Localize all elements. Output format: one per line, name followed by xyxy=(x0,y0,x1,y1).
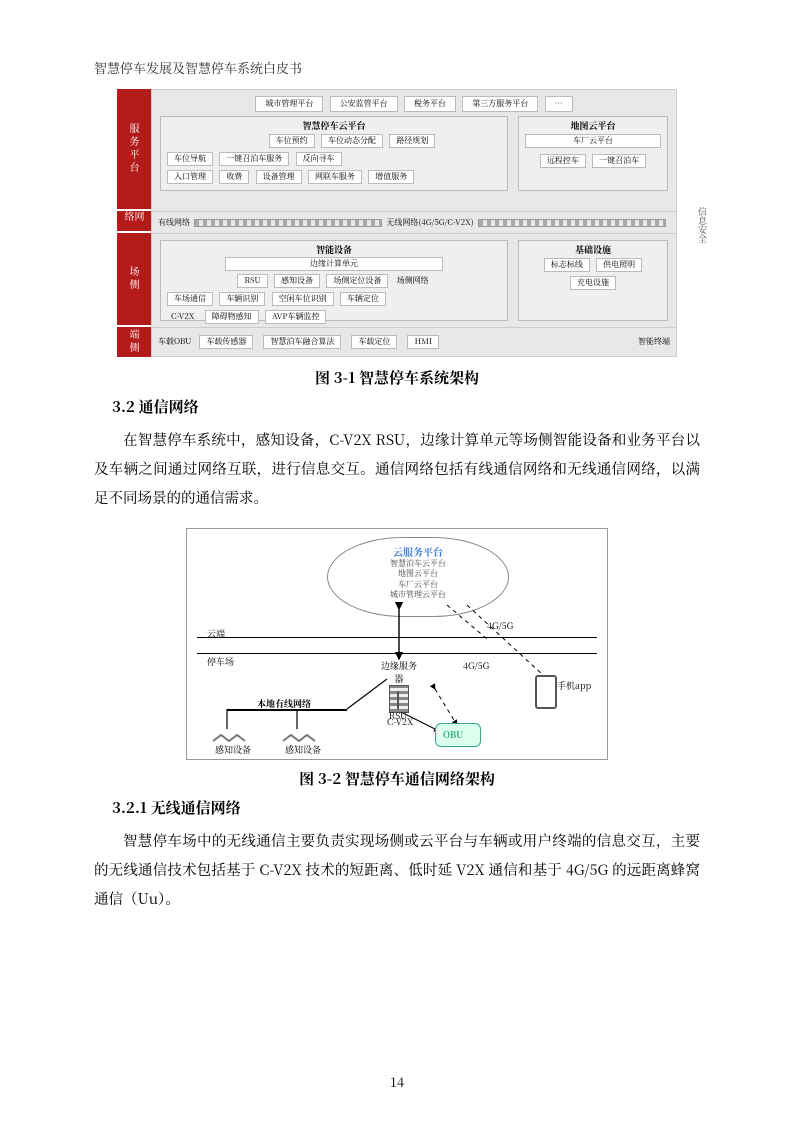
infra-box: 供电照明 xyxy=(596,258,642,272)
sensor-label: 感知设备 xyxy=(215,743,251,756)
figure-3-2: 云服务平台 智慧泊车云平台 地图云平台 车厂云平台 城市管理云平台 云端 停车场… xyxy=(186,528,608,760)
side-label-service: 服务平台 xyxy=(117,89,151,211)
layer-field: 停车场 xyxy=(207,655,234,668)
para-3-2-1: 智慧停车场中的无线通信主要负责实现场侧或云平台与车辆或用户终端的信息交互，主要的… xyxy=(94,826,700,913)
cloud1-title: 智慧停车云平台 xyxy=(165,120,503,132)
wire-label: 本地有线网络 xyxy=(257,697,311,710)
label-4g5g: 4G/5G xyxy=(487,619,513,632)
field-box: AVP车辆监控 xyxy=(265,310,327,324)
svc-box: 路径规划 xyxy=(389,134,435,148)
net-right: 无线网络(4G/5G/C-V2X) xyxy=(386,219,473,227)
label-4g5g: 4G/5G xyxy=(463,659,489,672)
svc-box: 车位动态分配 xyxy=(321,134,383,148)
sensor-label: 感知设备 xyxy=(285,743,321,756)
side-label-network: 网络 xyxy=(117,211,151,233)
field-box: 车辆识别 xyxy=(219,292,265,306)
field-box: 空闲车位识别 xyxy=(272,292,334,306)
figure-3-1: 服务平台 城市管理平台 公安监管平台 税务平台 第三方服务平台 … 智慧停车云平… xyxy=(117,89,677,357)
term-box: 车载传感器 xyxy=(199,335,253,349)
infra-box: 标志标线 xyxy=(544,258,590,272)
svc-box: 网联车服务 xyxy=(308,170,362,184)
side-label-field: 场侧 xyxy=(117,233,151,327)
obu-label: OBU xyxy=(443,728,463,741)
svc-box: 收费 xyxy=(219,170,249,184)
field-box: 车辆定位 xyxy=(340,292,386,306)
field-box: RSU xyxy=(237,274,267,288)
cloud-title: 云服务平台 xyxy=(328,544,508,559)
field-box: 场侧定位设备 xyxy=(326,274,388,288)
net-left: 有线网络 xyxy=(158,219,190,227)
smart-title: 智能设备 xyxy=(165,244,503,256)
cv2x-label: C-V2X xyxy=(387,715,413,728)
section-3-2-heading: 3.2 通信网络 xyxy=(112,396,700,417)
svc-box: 反向寻车 xyxy=(296,152,342,166)
figure-3-1-caption: 图 3-1 智慧停车系统架构 xyxy=(94,367,700,388)
field-label: C-V2X xyxy=(171,311,194,322)
edge-label: 边缘服务器 xyxy=(381,659,417,685)
page-number: 14 xyxy=(0,1072,794,1091)
field-box: 车场通信 xyxy=(167,292,213,306)
cloud2-item: 一键召泊车 xyxy=(592,154,646,168)
layer-cloud: 云端 xyxy=(207,627,225,640)
phone-icon xyxy=(535,675,557,709)
smart-sub: 边缘计算单元 xyxy=(225,257,443,271)
svc-box: 一键召泊车服务 xyxy=(219,152,289,166)
top-box: 城市管理平台 xyxy=(255,96,323,112)
infra-box: 充电设施 xyxy=(570,276,616,290)
term-box: 智慧泊车融合算法 xyxy=(263,335,341,349)
phone-label: 手机app xyxy=(557,679,591,692)
terminal-obu: 车载OBU xyxy=(158,337,191,347)
term-box: HMI xyxy=(407,335,439,349)
section-3-2-1-heading: 3.2.1 无线通信网络 xyxy=(112,797,700,818)
side-label-terminal: 端侧 xyxy=(117,327,151,357)
svc-box: 车位导航 xyxy=(167,152,213,166)
cloud-platform: 云服务平台 智慧泊车云平台 地图云平台 车厂云平台 城市管理云平台 xyxy=(327,537,509,617)
svc-box: 车位预约 xyxy=(269,134,315,148)
info-security-label: 信息安全 xyxy=(698,207,707,243)
figure-3-2-caption: 图 3-2 智慧停车通信网络架构 xyxy=(94,768,700,789)
svc-box: 增值服务 xyxy=(368,170,414,184)
top-box: 公安监管平台 xyxy=(330,96,398,112)
para-3-2: 在智慧停车系统中，感知设备，C-V2X RSU，边缘计算单元等场侧智能设备和业务… xyxy=(94,425,700,512)
cloud2-title: 地图云平台 xyxy=(523,120,663,132)
svc-box: 入口管理 xyxy=(167,170,213,184)
field-box: 障碍物感知 xyxy=(205,310,259,324)
cloud2-item: 远程控车 xyxy=(540,154,586,168)
term-right: 智能终端 xyxy=(638,338,670,346)
doc-header: 智慧停车发展及智慧停车系统白皮书 xyxy=(94,58,700,77)
top-box: … xyxy=(545,96,573,112)
field-label: 场侧网络 xyxy=(397,275,429,286)
svc-box: 设备管理 xyxy=(256,170,302,184)
cloud2-sub: 车厂云平台 xyxy=(525,134,661,148)
infra-title: 基础设施 xyxy=(523,244,663,256)
top-box: 税务平台 xyxy=(404,96,456,112)
cloud-line: 城市管理云平台 xyxy=(328,590,508,600)
field-box: 感知设备 xyxy=(274,274,320,288)
term-box: 车载定位 xyxy=(351,335,397,349)
top-box: 第三方服务平台 xyxy=(462,96,538,112)
